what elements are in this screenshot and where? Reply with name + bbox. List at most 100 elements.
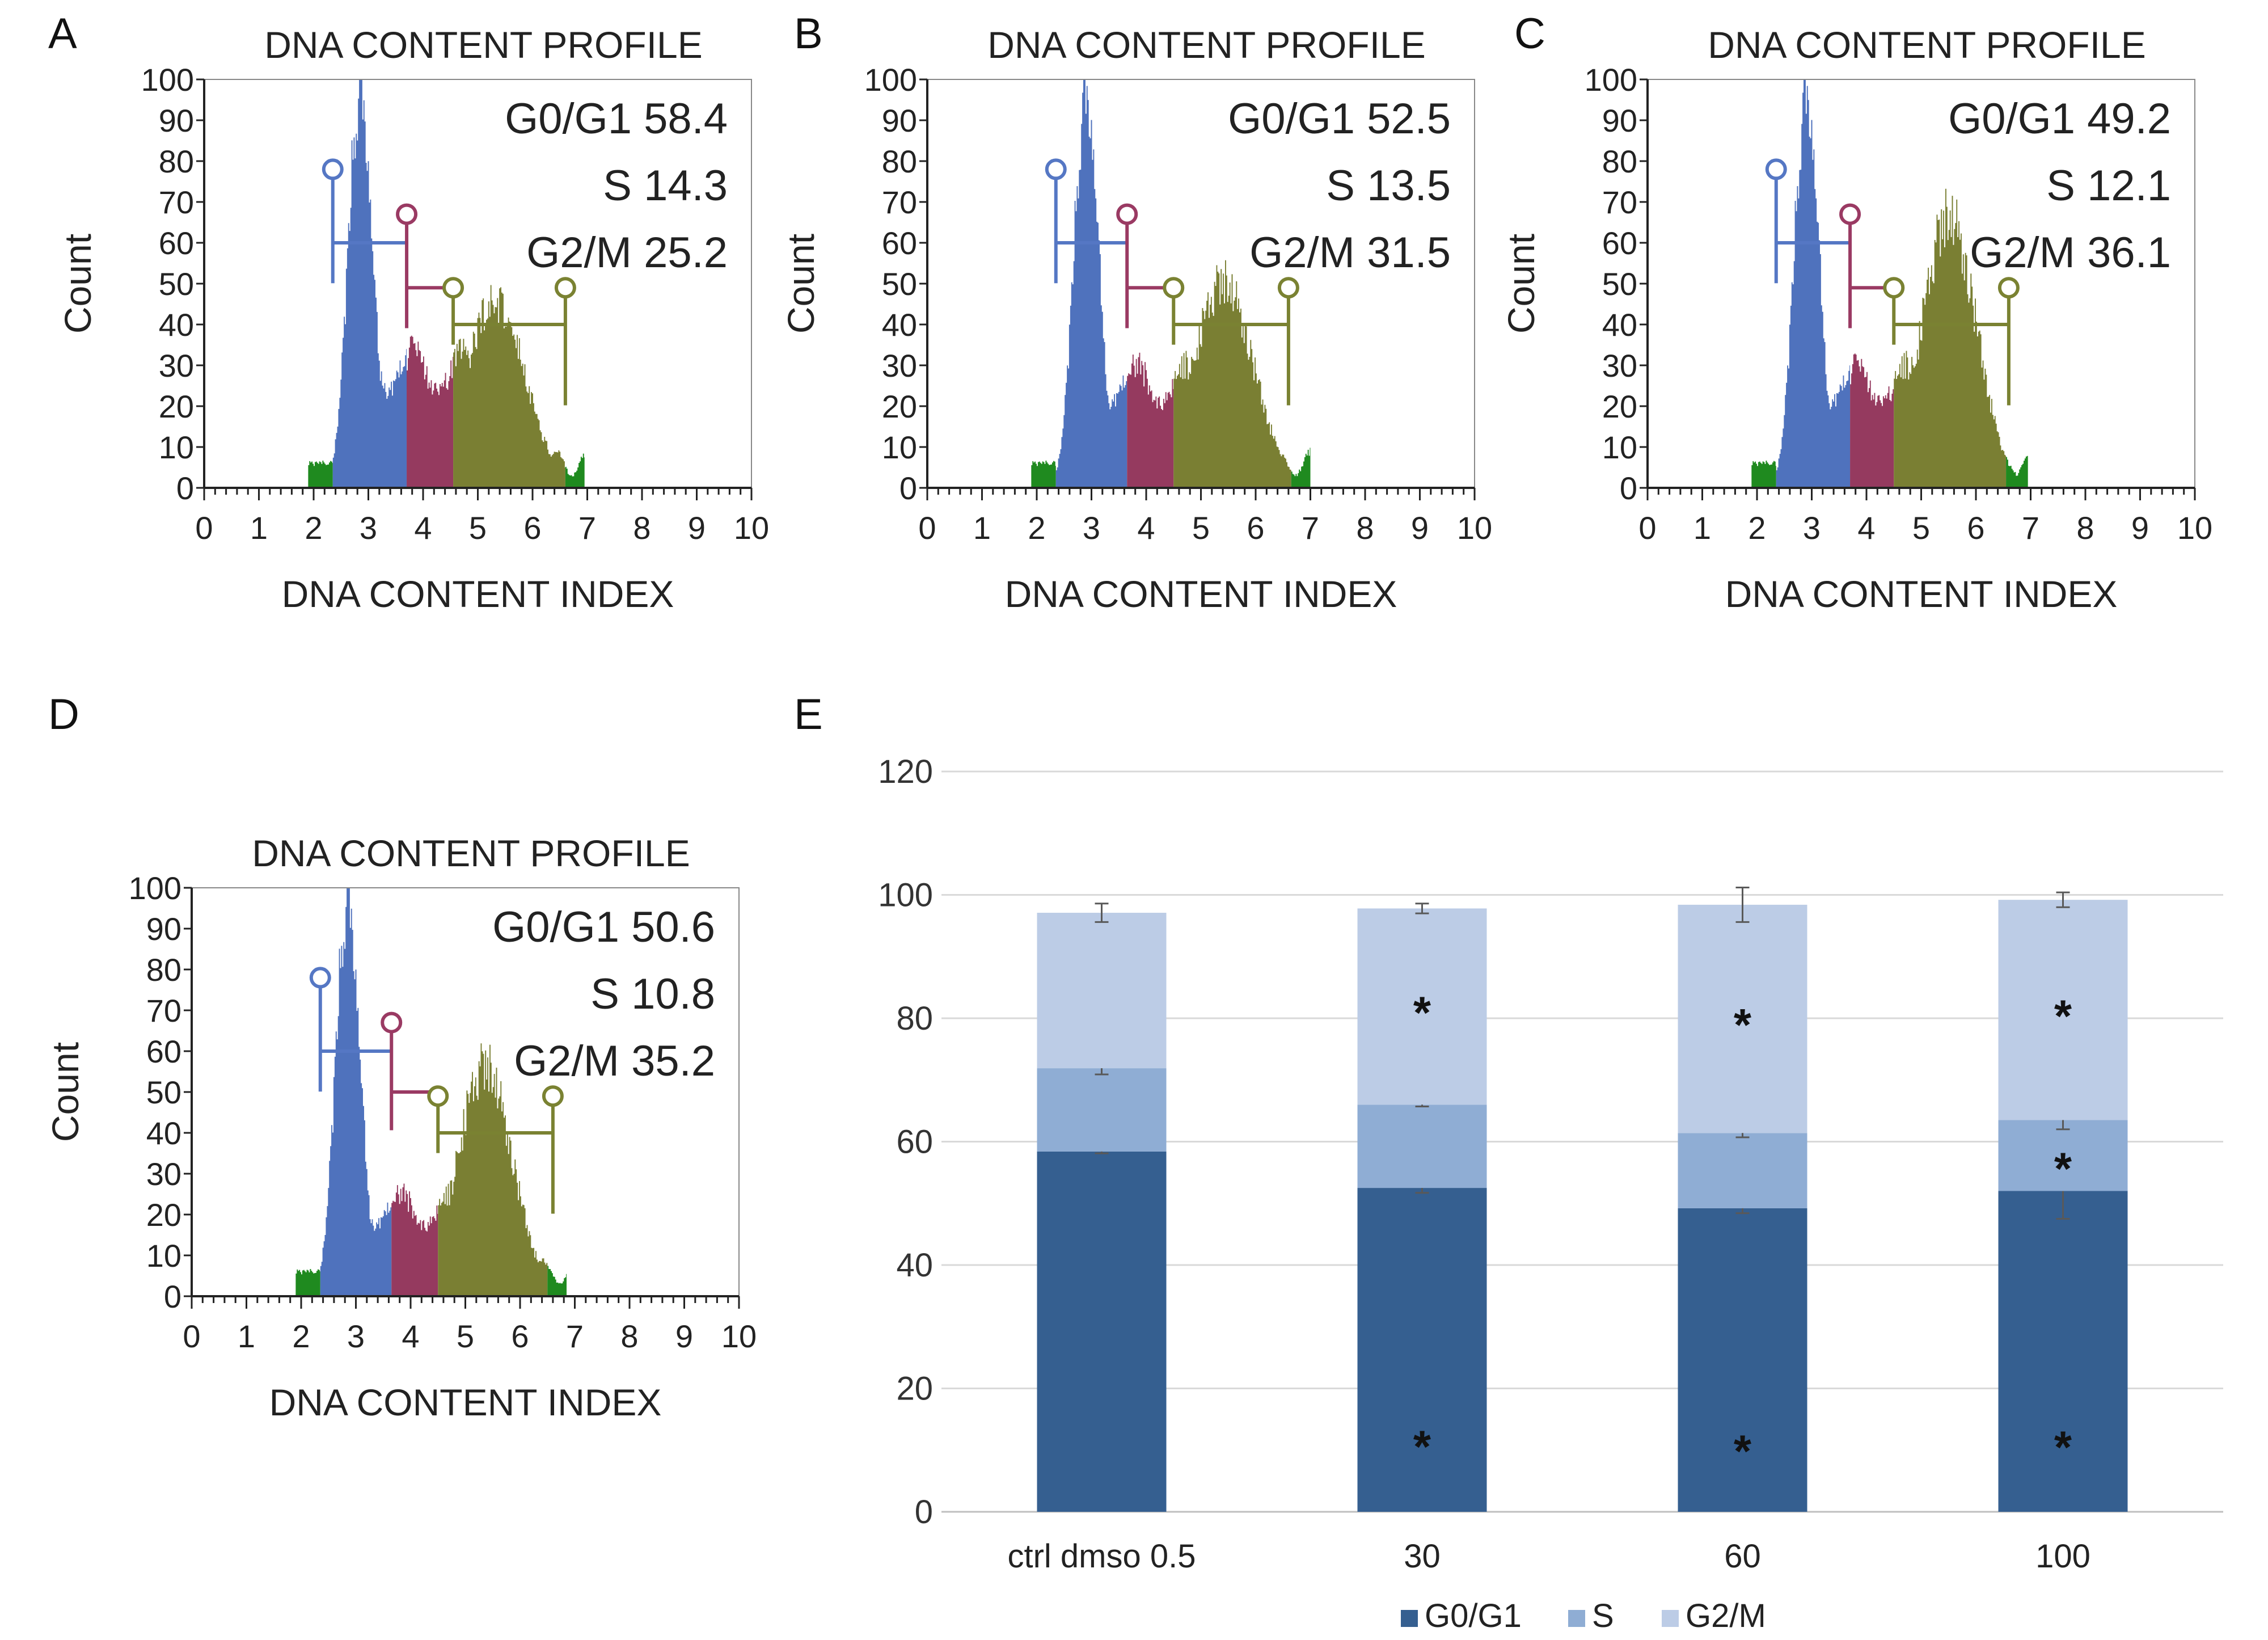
g2m-region	[438, 1043, 548, 1296]
x-tick-label: 5	[457, 1318, 474, 1354]
y-tick-label: 80	[159, 144, 194, 179]
y-tick-label: 100	[864, 62, 917, 98]
y-tick-label: 50	[882, 266, 917, 302]
bar-segment-g0g1	[1998, 1191, 2128, 1512]
x-tick-label: 5	[1912, 510, 1930, 546]
y-tick-label: 40	[1602, 307, 1637, 343]
legend-item: S	[1568, 1597, 1614, 1634]
histogram-title: DNA CONTENT PROFILE	[264, 24, 703, 66]
x-tick-label: 10	[1457, 510, 1492, 546]
debris-region	[295, 1269, 320, 1296]
x-tick-label: 1	[250, 510, 268, 546]
histogram-panel-b: B DNA CONTENT PROFILE01020304050607080901…	[780, 10, 1492, 615]
legend-label: G0/G1	[1425, 1597, 1522, 1634]
y-axis-label: Count	[57, 234, 99, 334]
y-tick-label: 20	[1602, 389, 1637, 424]
s-region	[391, 1183, 438, 1296]
y-tick-label: 100	[141, 62, 194, 98]
y-tick-label: 30	[146, 1156, 181, 1192]
legend: G0/G1 S G2/M	[1401, 1597, 1766, 1634]
gate-left-handle	[1765, 158, 1787, 180]
g2m-gate	[1163, 277, 1299, 406]
y-tick-label: 60	[896, 1124, 933, 1161]
aggregate-region	[1291, 448, 1311, 488]
histogram-title: DNA CONTENT PROFILE	[252, 832, 690, 874]
g2m-gate	[1883, 277, 2020, 406]
y-tick-label: 70	[146, 993, 181, 1028]
gate-left-handle	[1045, 158, 1067, 180]
x-tick-label: 9	[2131, 510, 2149, 546]
stat-s: S 12.1	[2046, 162, 2171, 210]
y-tick-label: 40	[146, 1115, 181, 1151]
y-tick-label: 90	[159, 103, 194, 138]
x-tick-label: 2	[1748, 510, 1766, 546]
gate-left-handle	[396, 203, 418, 225]
y-tick-label: 0	[176, 470, 194, 506]
stat-g2m: G2/M 35.2	[514, 1037, 715, 1085]
x-axis-label: DNA CONTENT INDEX	[1005, 573, 1397, 615]
y-tick-label: 70	[1602, 184, 1637, 220]
bar-group: **	[1678, 886, 1807, 1512]
bar-segment-s	[1998, 1120, 2128, 1191]
bar-group: * * *	[1998, 891, 2128, 1512]
g0g1-gate	[322, 158, 407, 284]
g2m-region	[453, 285, 565, 488]
y-tick-label: 20	[896, 1371, 933, 1407]
x-tick-label: 6	[511, 1318, 529, 1354]
g0g1-gate	[309, 967, 392, 1092]
gate-left-handle	[309, 967, 331, 989]
significance-star: *	[2054, 1422, 2072, 1473]
y-axis-label: Count	[780, 234, 822, 334]
s-gate	[1839, 203, 1894, 328]
y-tick-label: 0	[164, 1279, 181, 1314]
g0g1-region	[320, 888, 392, 1296]
x-tick-label: 8	[2076, 510, 2094, 546]
y-tick-label: 60	[1602, 225, 1637, 261]
bar-segment-g0g1	[1678, 1208, 1807, 1512]
x-tick-label: 5	[469, 510, 487, 546]
debris-region	[308, 461, 333, 488]
y-tick-label: 60	[146, 1034, 181, 1069]
y-tick-label: 70	[159, 184, 194, 220]
x-tick-label: 0	[1638, 510, 1656, 546]
y-tick-label: 30	[1602, 348, 1637, 383]
aggregate-region	[2006, 449, 2028, 488]
x-tick-label: 10	[734, 510, 769, 546]
x-category-label: 100	[2035, 1538, 2090, 1575]
y-tick-label: 10	[882, 429, 917, 465]
y-tick-label: 10	[1602, 429, 1637, 465]
legend-swatch	[1401, 1610, 1418, 1627]
g2m-gate	[427, 1085, 564, 1214]
y-axis-label: Count	[44, 1042, 86, 1142]
y-tick-label: 50	[159, 266, 194, 302]
debris-region	[1031, 461, 1056, 488]
x-tick-label: 10	[2177, 510, 2212, 546]
x-tick-label: 4	[1857, 510, 1875, 546]
x-tick-label: 7	[566, 1318, 584, 1354]
y-tick-label: 100	[878, 877, 933, 914]
x-tick-label: 1	[973, 510, 991, 546]
y-tick-label: 120	[878, 753, 933, 790]
x-tick-label: 3	[1803, 510, 1821, 546]
stat-g2m: G2/M 25.2	[526, 229, 728, 277]
panel-label: C	[1514, 10, 1545, 58]
bar-segment-g0g1	[1357, 1188, 1487, 1512]
significance-star: *	[1734, 1000, 1752, 1050]
gate-left-handle	[427, 1085, 449, 1107]
x-tick-label: 6	[1247, 510, 1264, 546]
y-tick-label: 0	[899, 470, 917, 506]
gate-left-handle	[1163, 277, 1185, 299]
histogram-title: DNA CONTENT PROFILE	[987, 24, 1426, 66]
x-axis-label: DNA CONTENT INDEX	[1725, 573, 2118, 615]
significance-star: *	[2054, 990, 2072, 1041]
g2m-region	[1894, 188, 2007, 488]
debris-region	[1751, 461, 1776, 488]
gate-right-handle	[554, 277, 576, 299]
bar-segment-g2m	[1357, 908, 1487, 1105]
y-tick-label: 0	[1620, 470, 1637, 506]
histogram-title: DNA CONTENT PROFILE	[1708, 24, 2146, 66]
x-tick-label: 8	[1356, 510, 1374, 546]
y-tick-label: 80	[896, 1000, 933, 1037]
